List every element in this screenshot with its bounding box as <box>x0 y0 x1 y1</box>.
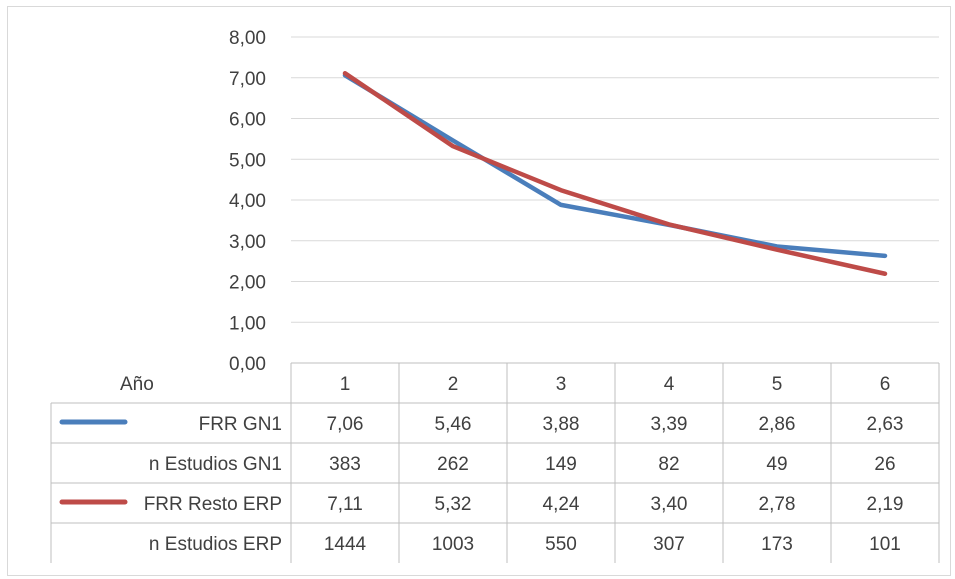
table-cell: 7,11 <box>327 494 363 515</box>
category-label: 1 <box>340 374 351 395</box>
table-cell: 7,06 <box>327 414 364 435</box>
category-label: 4 <box>664 374 675 395</box>
table-cell: 1003 <box>432 534 474 555</box>
y-tick-label: 7,00 <box>229 69 266 90</box>
y-tick-label: 8,00 <box>229 28 266 49</box>
series-line <box>342 73 888 259</box>
table-cell: 550 <box>545 534 577 555</box>
table-cell: 2,63 <box>867 414 904 435</box>
y-tick-label: 3,00 <box>229 232 266 253</box>
series-line <box>342 71 888 277</box>
category-label: 2 <box>448 374 459 395</box>
x-axis-label: Año <box>120 374 154 395</box>
table-cell: 307 <box>653 534 685 555</box>
row-label: n Estudios GN1 <box>149 454 282 475</box>
table-cell: 101 <box>869 534 901 555</box>
table-cell: 5,46 <box>435 414 472 435</box>
table-cell: 2,78 <box>759 494 796 515</box>
table-cell: 49 <box>766 454 787 475</box>
table-cell: 5,32 <box>435 494 472 515</box>
row-label: n Estudios ERP <box>149 534 282 555</box>
category-label: 6 <box>880 374 891 395</box>
y-tick-label: 2,00 <box>229 273 266 294</box>
table-cell: 26 <box>874 454 895 475</box>
y-tick-label: 4,00 <box>229 191 266 212</box>
row-label: FRR GN1 <box>199 414 282 435</box>
row-label: FRR Resto ERP <box>144 494 282 515</box>
y-tick-label: 6,00 <box>229 110 266 131</box>
category-label: 3 <box>556 374 567 395</box>
table-cell: 4,24 <box>543 494 580 515</box>
y-tick-label: 1,00 <box>229 313 266 334</box>
data-table: 1 2 3 4 5 6 FRR GN1 7,06 5,46 3,88 3,39 2,86 2,63 n E… <box>50 362 940 563</box>
table-cell: 173 <box>761 534 793 555</box>
table-cell: 3,88 <box>543 414 580 435</box>
chart-frame <box>7 6 951 576</box>
table-cell: 3,40 <box>651 494 688 515</box>
table-cell: 1444 <box>324 534 367 555</box>
y-axis-tick-labels: 0,00 1,00 2,00 3,00 4,00 5,00 6,00 7,00 8,00 <box>229 28 266 375</box>
table-cell: 149 <box>545 454 577 475</box>
table-cell: 2,86 <box>759 414 796 435</box>
table-cell: 82 <box>658 454 679 475</box>
grid-lines <box>291 36 939 364</box>
table-cell: 262 <box>437 454 469 475</box>
series-lines <box>342 71 888 277</box>
table-cell: 3,39 <box>651 414 688 435</box>
table-cell: 2,19 <box>867 494 904 515</box>
table-cell: 383 <box>329 454 361 475</box>
category-label: 5 <box>772 374 783 395</box>
y-tick-label: 0,00 <box>229 354 266 375</box>
y-tick-label: 5,00 <box>229 150 266 171</box>
